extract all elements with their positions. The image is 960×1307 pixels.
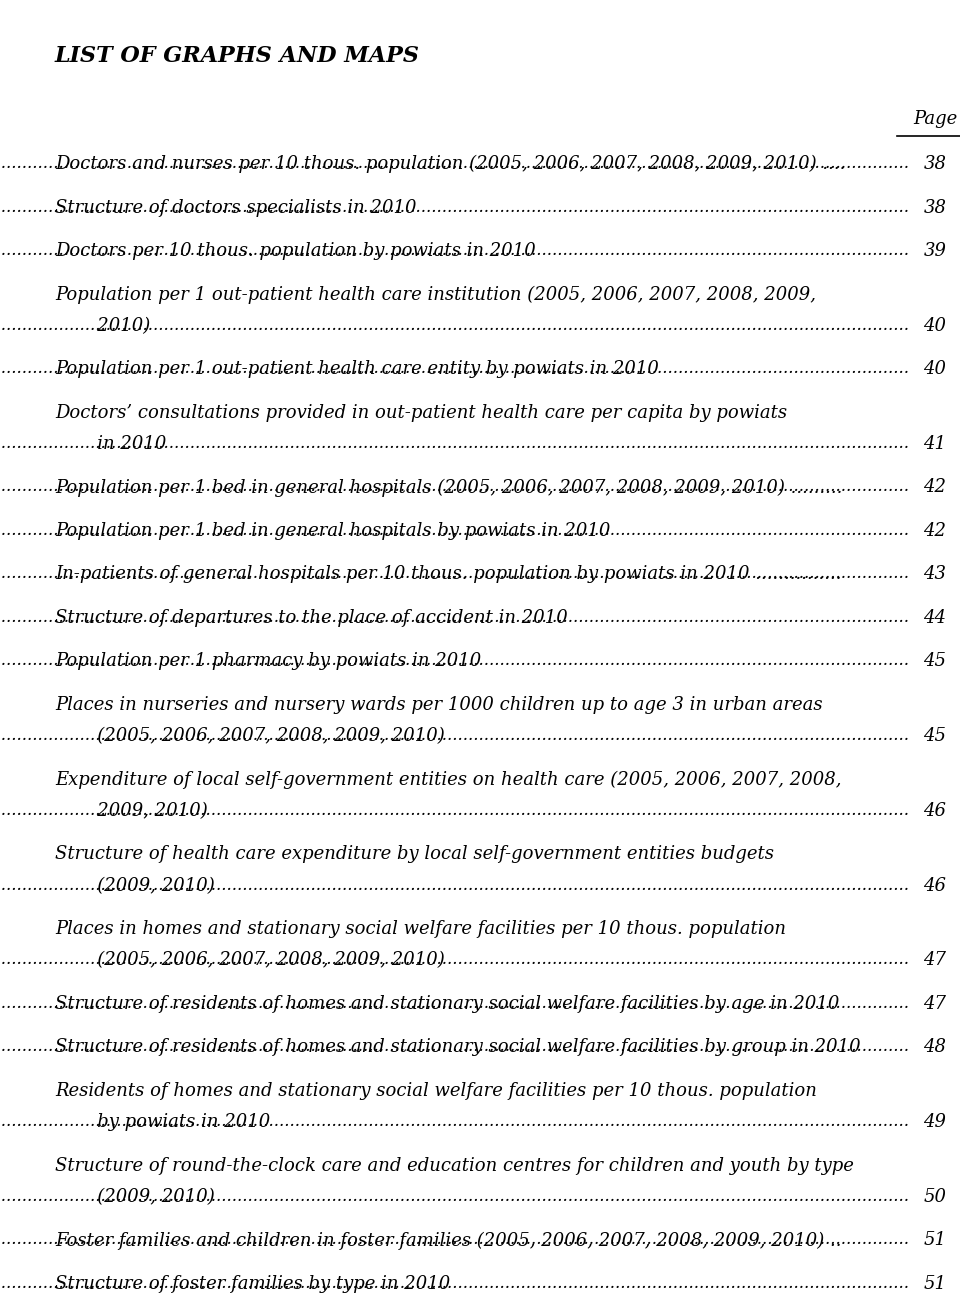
Text: (2009, 2010): (2009, 2010) [80, 1188, 215, 1206]
Text: 49: 49 [924, 1114, 947, 1131]
Text: Expenditure of local self-government entities on health care (2005, 2006, 2007, : Expenditure of local self-government ent… [55, 771, 842, 789]
Text: ................................................................................: ........................................… [0, 1231, 910, 1248]
Text: ................................................................................: ........................................… [0, 877, 910, 894]
Text: 47: 47 [924, 951, 947, 970]
Text: ................................................................................: ........................................… [0, 316, 910, 333]
Text: Page: Page [913, 110, 957, 128]
Text: 45: 45 [924, 652, 947, 670]
Text: ................................................................................: ........................................… [0, 478, 910, 495]
Text: Places in homes and stationary social welfare facilities per 10 thous. populatio: Places in homes and stationary social we… [55, 920, 786, 938]
Text: Structure of residents of homes and stationary social welfare facilities by age : Structure of residents of homes and stat… [55, 995, 839, 1013]
Text: ................................................................................: ........................................… [0, 951, 910, 968]
Text: Structure of residents of homes and stationary social welfare facilities by grou: Structure of residents of homes and stat… [55, 1039, 860, 1056]
Text: Foster families and children in foster families (2005, 2006, 2007, 2008, 2009, 2: Foster families and children in foster f… [55, 1231, 842, 1249]
Text: ................................................................................: ........................................… [0, 727, 910, 744]
Text: ................................................................................: ........................................… [0, 609, 910, 626]
Text: ................................................................................: ........................................… [0, 1039, 910, 1056]
Text: ................................................................................: ........................................… [0, 361, 910, 378]
Text: 47: 47 [924, 995, 947, 1013]
Text: ................................................................................: ........................................… [0, 566, 910, 583]
Text: ................................................................................: ........................................… [0, 156, 910, 173]
Text: Structure of round-the-clock care and education centres for children and youth b: Structure of round-the-clock care and ed… [55, 1157, 853, 1175]
Text: Population per 1 out-patient health care entity by powiats in 2010: Population per 1 out-patient health care… [55, 361, 659, 378]
Text: (2009, 2010): (2009, 2010) [80, 877, 215, 895]
Text: Doctors’ consultations provided in out-patient health care per capita by powiats: Doctors’ consultations provided in out-p… [55, 404, 787, 422]
Text: ................................................................................: ........................................… [0, 1188, 910, 1205]
Text: ................................................................................: ........................................… [0, 199, 910, 216]
Text: 38: 38 [924, 199, 947, 217]
Text: 42: 42 [924, 478, 947, 497]
Text: LIST OF GRAPHS AND MAPS: LIST OF GRAPHS AND MAPS [55, 44, 420, 67]
Text: 51: 51 [924, 1231, 947, 1249]
Text: in 2010: in 2010 [80, 435, 166, 454]
Text: 41: 41 [924, 435, 947, 454]
Text: 50: 50 [924, 1188, 947, 1206]
Text: 40: 40 [924, 361, 947, 378]
Text: Structure of foster families by type in 2010: Structure of foster families by type in … [55, 1274, 450, 1293]
Text: Structure of departures to the place of accident in 2010: Structure of departures to the place of … [55, 609, 567, 627]
Text: ................................................................................: ........................................… [0, 521, 910, 538]
Text: ................................................................................: ........................................… [0, 1114, 910, 1131]
Text: 43: 43 [924, 566, 947, 583]
Text: Residents of homes and stationary social welfare facilities per 10 thous. popula: Residents of homes and stationary social… [55, 1082, 817, 1100]
Text: Population per 1 bed in general hospitals by powiats in 2010: Population per 1 bed in general hospital… [55, 521, 611, 540]
Text: by powiats in 2010: by powiats in 2010 [80, 1114, 271, 1131]
Text: ................................................................................: ........................................… [0, 1274, 910, 1291]
Text: 48: 48 [924, 1039, 947, 1056]
Text: 2010): 2010) [80, 316, 151, 335]
Text: In-patients of general hospitals per 10 thous. population by powiats in 2010 ...: In-patients of general hospitals per 10 … [55, 566, 842, 583]
Text: Doctors per 10 thous. population by powiats in 2010: Doctors per 10 thous. population by powi… [55, 242, 536, 260]
Text: 40: 40 [924, 316, 947, 335]
Text: Population per 1 pharmacy by powiats in 2010: Population per 1 pharmacy by powiats in … [55, 652, 481, 670]
Text: 45: 45 [924, 727, 947, 745]
Text: Structure of doctors specialists in 2010: Structure of doctors specialists in 2010 [55, 199, 417, 217]
Text: ................................................................................: ........................................… [0, 802, 910, 819]
Text: (2005, 2006, 2007, 2008, 2009, 2010): (2005, 2006, 2007, 2008, 2009, 2010) [80, 951, 444, 970]
Text: 51: 51 [924, 1274, 947, 1293]
Text: Doctors and nurses per 10 thous. population (2005, 2006, 2007, 2008, 2009, 2010): Doctors and nurses per 10 thous. populat… [55, 156, 846, 174]
Text: Places in nurseries and nursery wards per 1000 children up to age 3 in urban are: Places in nurseries and nursery wards pe… [55, 697, 823, 714]
Text: 42: 42 [924, 521, 947, 540]
Text: 38: 38 [924, 156, 947, 173]
Text: Structure of health care expenditure by local self-government entities budgets: Structure of health care expenditure by … [55, 846, 774, 864]
Text: 44: 44 [924, 609, 947, 627]
Text: Population per 1 bed in general hospitals (2005, 2006, 2007, 2008, 2009, 2010) .: Population per 1 bed in general hospital… [55, 478, 842, 497]
Text: ................................................................................: ........................................… [0, 435, 910, 452]
Text: ................................................................................: ........................................… [0, 242, 910, 259]
Text: (2005, 2006, 2007, 2008, 2009, 2010): (2005, 2006, 2007, 2008, 2009, 2010) [80, 727, 444, 745]
Text: Population per 1 out-patient health care institution (2005, 2006, 2007, 2008, 20: Population per 1 out-patient health care… [55, 285, 816, 303]
Text: 46: 46 [924, 802, 947, 819]
Text: 46: 46 [924, 877, 947, 895]
Text: ................................................................................: ........................................… [0, 652, 910, 669]
Text: 39: 39 [924, 242, 947, 260]
Text: ................................................................................: ........................................… [0, 995, 910, 1012]
Text: 2009, 2010): 2009, 2010) [80, 802, 207, 819]
